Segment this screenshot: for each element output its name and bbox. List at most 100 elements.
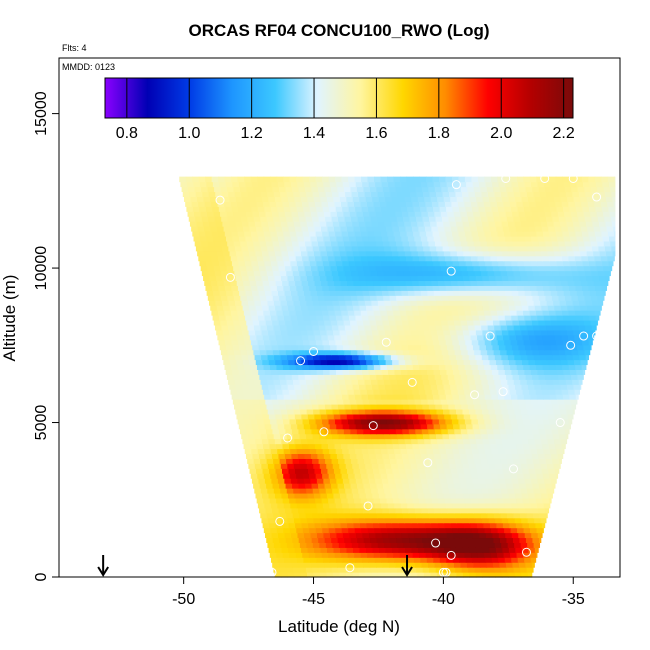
heatmap-cell: [408, 211, 416, 217]
heatmap-cell: [334, 389, 342, 395]
heatmap-cell: [433, 206, 441, 212]
heatmap-cell: [294, 413, 302, 420]
heatmap-cell: [555, 443, 563, 450]
heatmap-cell: [435, 216, 443, 222]
heatmap-cell: [531, 235, 539, 242]
heatmap-cell: [553, 354, 561, 361]
heatmap-cell: [467, 404, 475, 410]
heatmap-cell: [572, 408, 575, 415]
heatmap-cell: [455, 191, 463, 197]
heatmap-cell: [489, 250, 497, 257]
heatmap-cell: [527, 463, 535, 469]
heatmap-cell: [260, 488, 268, 494]
heatmap-cell: [198, 255, 206, 262]
heatmap-cell: [407, 369, 415, 375]
heatmap-cell: [464, 255, 472, 262]
heatmap-cell: [306, 191, 314, 197]
heatmap-cell: [284, 290, 292, 296]
heatmap-cell: [386, 443, 394, 450]
heatmap-cell: [234, 379, 242, 385]
heatmap-cell: [392, 468, 400, 474]
heatmap-cell: [284, 235, 292, 242]
heatmap-cell: [315, 339, 324, 346]
heatmap-cell: [339, 250, 348, 257]
heatmap-cell: [535, 201, 543, 207]
heatmap-cell: [328, 255, 336, 262]
heatmap-cell: [391, 408, 399, 415]
heatmap-cell: [477, 497, 485, 504]
heatmap-cell: [399, 201, 407, 207]
heatmap-cell: [475, 572, 483, 578]
heatmap-cell: [266, 240, 274, 247]
heatmap-cell: [432, 285, 440, 291]
heatmap-cell: [357, 349, 365, 356]
heatmap-cell: [354, 364, 362, 370]
heatmap-cell: [465, 557, 473, 563]
heatmap-cell: [279, 567, 287, 573]
heatmap-cell: [409, 295, 417, 301]
heatmap-cell: [464, 418, 472, 425]
heatmap-cell: [325, 567, 333, 573]
heatmap-cell: [482, 463, 490, 469]
heatmap-cell: [371, 408, 379, 415]
heatmap-cell: [208, 216, 216, 222]
heatmap-cell: [541, 468, 549, 474]
heatmap-cell: [410, 191, 418, 197]
heatmap-cell: [416, 300, 424, 306]
heatmap-cell: [448, 379, 456, 385]
heatmap-cell: [530, 369, 538, 375]
heatmap-cell: [330, 211, 338, 217]
heatmap-cell: [341, 176, 349, 183]
heatmap-cell: [408, 483, 417, 489]
heatmap-cell: [370, 324, 378, 331]
heatmap-cell: [303, 448, 311, 455]
heatmap-cell: [352, 572, 360, 578]
heatmap-cell: [210, 305, 218, 311]
heatmap-cell: [202, 245, 210, 252]
heatmap-cell: [401, 507, 410, 514]
heatmap-cell: [510, 527, 518, 534]
heatmap-cell: [498, 181, 506, 188]
heatmap-cell: [401, 265, 410, 272]
heatmap-cell: [499, 211, 507, 217]
heatmap-cell: [308, 522, 316, 529]
heatmap-cell: [246, 319, 254, 326]
heatmap-cell: [318, 216, 326, 222]
heatmap-cell: [421, 211, 429, 217]
heatmap-cell: [466, 290, 474, 296]
heatmap-cell: [477, 201, 485, 207]
heatmap-cell: [260, 404, 268, 410]
heatmap-cell: [325, 270, 333, 277]
heatmap-cell: [248, 329, 256, 336]
heatmap-cell: [558, 295, 566, 301]
heatmap-cell: [496, 468, 504, 474]
heatmap-cell: [569, 369, 577, 375]
heatmap-cell: [421, 507, 429, 514]
heatmap-cell: [359, 359, 367, 366]
heatmap-cell: [562, 364, 570, 370]
heatmap-cell: [381, 557, 389, 563]
heatmap-cell: [276, 231, 284, 237]
heatmap-cell: [286, 379, 294, 385]
heatmap-cell: [296, 231, 304, 237]
heatmap-cell: [303, 478, 311, 484]
heatmap-cell: [528, 522, 536, 529]
heatmap-cell: [516, 497, 524, 504]
heatmap-cell: [329, 369, 337, 375]
heatmap-cell: [312, 216, 320, 222]
heatmap-cell: [434, 240, 443, 247]
heatmap-cell: [210, 226, 218, 232]
heatmap-cell: [383, 216, 391, 222]
heatmap-cell: [192, 206, 200, 212]
heatmap-cell: [599, 250, 607, 257]
heatmap-cell: [241, 300, 249, 306]
heatmap-cell: [475, 542, 483, 548]
heatmap-cell: [450, 250, 458, 257]
heatmap-cell: [500, 270, 508, 277]
heatmap-cell: [373, 389, 381, 395]
heatmap-cell: [346, 438, 354, 445]
heatmap-cell: [279, 537, 287, 543]
heatmap-cell: [483, 468, 491, 474]
heatmap-cell: [300, 384, 308, 390]
heatmap-cell: [243, 280, 251, 286]
